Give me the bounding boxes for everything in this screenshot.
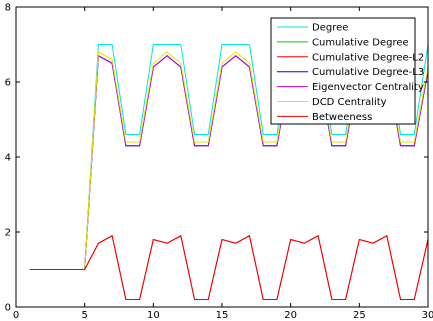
series-line-6 (29, 234, 429, 300)
legend-label-4: Eigenvector Centrality (312, 82, 424, 93)
x-tick-label-4: 20 (284, 310, 297, 321)
x-tick-label-0: 0 (13, 310, 19, 321)
legend-label-6: Betweeness (312, 112, 372, 123)
y-tick-label-4: 8 (5, 3, 11, 14)
x-tick-label-5: 25 (353, 310, 366, 321)
y-tick-label-1: 2 (5, 228, 11, 239)
legend-label-1: Cumulative Degree (312, 37, 409, 48)
legend-label-3: Cumulative Degree-L3 (312, 67, 424, 78)
x-tick-label-3: 15 (216, 310, 229, 321)
legend-label-5: DCD Centrality (312, 97, 387, 108)
axes-layer: 0 5 10 15 20 25 30 0 2 4 6 8 (5, 3, 433, 321)
legend-box (270, 17, 416, 125)
y-tick-label-2: 4 (5, 153, 11, 164)
legend-label-0: Degree (312, 23, 348, 34)
x-tick-label-1: 5 (81, 310, 87, 321)
y-tick-label-3: 6 (5, 78, 11, 89)
legend-label-2: Cumulative Degree-L2 (312, 52, 424, 63)
legend: Degree Cumulative Degree Cumulative Degree… (270, 17, 424, 125)
x-tick-label-2: 10 (147, 310, 160, 321)
x-tick-label-6: 30 (422, 310, 433, 321)
y-tick-label-0: 0 (5, 303, 11, 314)
